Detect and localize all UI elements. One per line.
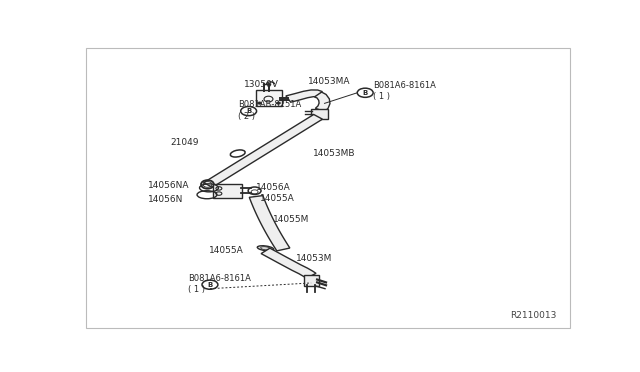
Polygon shape: [204, 115, 323, 187]
Text: B081A6-8161A
( 1 ): B081A6-8161A ( 1 ): [188, 274, 251, 294]
Circle shape: [276, 102, 280, 104]
Ellipse shape: [257, 246, 274, 251]
Polygon shape: [286, 90, 323, 102]
Text: 14056N: 14056N: [148, 195, 184, 204]
Text: 13050V: 13050V: [244, 80, 278, 89]
Text: B: B: [363, 90, 368, 96]
Polygon shape: [314, 92, 330, 112]
Text: R2110013: R2110013: [510, 311, 556, 320]
Text: 14053MA: 14053MA: [308, 77, 351, 86]
FancyBboxPatch shape: [213, 185, 242, 198]
Text: B: B: [246, 108, 252, 114]
Text: 14055M: 14055M: [273, 215, 310, 224]
Text: 21049: 21049: [170, 138, 199, 147]
Text: B081A6-8161A
( 1 ): B081A6-8161A ( 1 ): [372, 81, 435, 101]
Text: 14055A: 14055A: [260, 194, 295, 203]
Polygon shape: [261, 248, 316, 278]
Text: 14055A: 14055A: [209, 246, 244, 255]
Text: 14053MB: 14053MB: [313, 149, 356, 158]
Circle shape: [257, 102, 262, 104]
Text: 14053M: 14053M: [296, 254, 332, 263]
Polygon shape: [250, 196, 290, 251]
FancyBboxPatch shape: [304, 275, 319, 286]
FancyBboxPatch shape: [256, 90, 282, 106]
Text: B: B: [207, 282, 212, 288]
FancyBboxPatch shape: [311, 109, 328, 119]
Text: B081AB-8251A
( 2 ): B081AB-8251A ( 2 ): [237, 100, 301, 121]
Text: 14056NA: 14056NA: [148, 181, 190, 190]
Text: 14056A: 14056A: [256, 183, 291, 192]
